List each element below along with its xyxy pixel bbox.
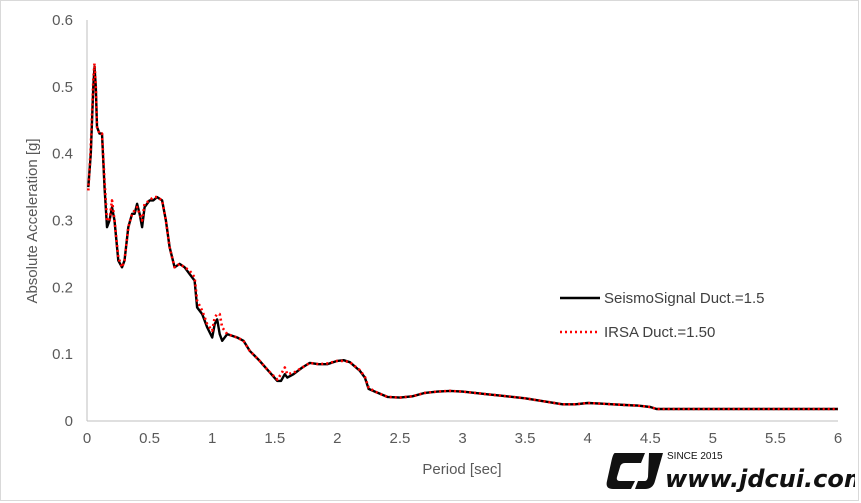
y-tick-label: 0 (65, 413, 73, 430)
x-tick-label: 4 (583, 430, 591, 447)
y-tick-label: 0.4 (52, 146, 73, 163)
watermark-since: SINCE 2015 (667, 451, 723, 462)
series-lines (87, 62, 838, 411)
y-tick-label: 0.3 (52, 213, 73, 230)
legend-label-irsa: IRSA Duct.=1.50 (604, 324, 715, 341)
x-tick-label: 6 (834, 430, 842, 447)
watermark-logo: SINCE 2015 www.jdcui.com (606, 451, 855, 493)
x-tick-label: 2 (333, 430, 341, 447)
y-tick-label: 0.1 (52, 346, 73, 363)
legend-label-seismosignal: SeismoSignal Duct.=1.5 (604, 290, 765, 307)
x-tick-label: 0.5 (139, 430, 160, 447)
x-tick-label: 1.5 (264, 430, 285, 447)
x-tick-label: 3 (458, 430, 466, 447)
x-tick-label: 5 (709, 430, 717, 447)
x-tick-label: 0 (83, 430, 91, 447)
x-tick-label: 5.5 (765, 430, 786, 447)
logo-icon (606, 453, 663, 489)
axes (86, 20, 838, 422)
x-tick-label: 2.5 (389, 430, 410, 447)
y-tick-label: 0.2 (52, 279, 73, 296)
x-tick-label: 3.5 (515, 430, 536, 447)
series-line-seismosignal (87, 65, 838, 411)
y-tick-label: 0.5 (52, 79, 73, 96)
y-tick-labels: 0 0.1 0.2 0.3 0.4 0.5 0.6 (52, 12, 73, 430)
x-tick-label: 4.5 (640, 430, 661, 447)
watermark-url: www.jdcui.com (665, 465, 855, 493)
y-axis-title: Absolute Acceleration [g] (24, 138, 41, 303)
x-tick-label: 1 (208, 430, 216, 447)
legend: SeismoSignal Duct.=1.5 IRSA Duct.=1.50 (560, 290, 765, 341)
y-tick-label: 0.6 (52, 12, 73, 29)
x-axis-title: Period [sec] (422, 461, 501, 478)
x-tick-labels: 0 0.5 1 1.5 2 2.5 3 3.5 4 4.5 5 5.5 6 (83, 430, 842, 447)
series-line-irsa (87, 62, 838, 411)
